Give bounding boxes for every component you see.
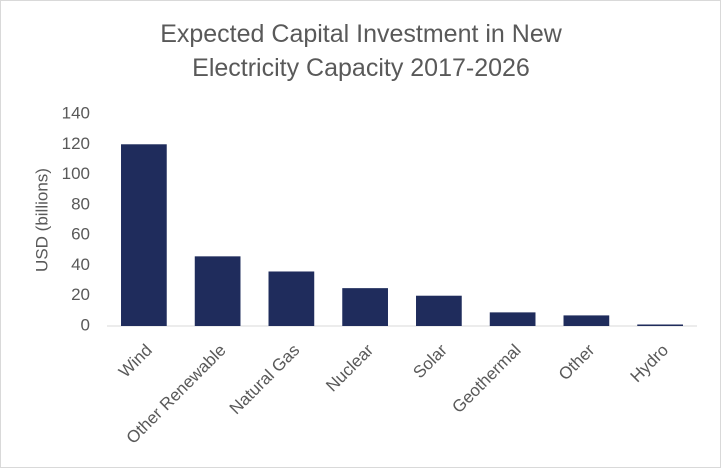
y-tick-label: 0 xyxy=(81,315,90,334)
y-tick-label: 20 xyxy=(71,285,90,304)
x-tick-label: Nuclear xyxy=(322,340,377,395)
y-axis-label: USD (billions) xyxy=(32,168,51,272)
bar xyxy=(416,295,462,326)
y-tick-label: 100 xyxy=(62,164,90,183)
x-tick-label: Natural Gas xyxy=(226,341,304,419)
x-tick-label: Geothermal xyxy=(448,341,524,417)
y-tick-label: 40 xyxy=(71,255,90,274)
chart-title: Expected Capital Investment in New Elect… xyxy=(160,20,562,82)
y-tick-label: 140 xyxy=(62,103,90,122)
x-tick-label: Wind xyxy=(115,341,156,382)
bar xyxy=(563,315,610,326)
x-tick-label: Other xyxy=(555,340,599,384)
bar xyxy=(342,288,388,326)
y-tick-label: 60 xyxy=(71,225,90,244)
bar xyxy=(268,271,315,326)
bar xyxy=(489,312,536,326)
x-tick-label: Hydro xyxy=(627,341,673,387)
x-tick-label: Solar xyxy=(409,340,451,382)
bar xyxy=(637,324,683,326)
bar xyxy=(121,144,167,326)
y-tick-label: 80 xyxy=(71,194,90,213)
bar xyxy=(194,256,241,326)
y-tick-label: 120 xyxy=(62,134,90,153)
